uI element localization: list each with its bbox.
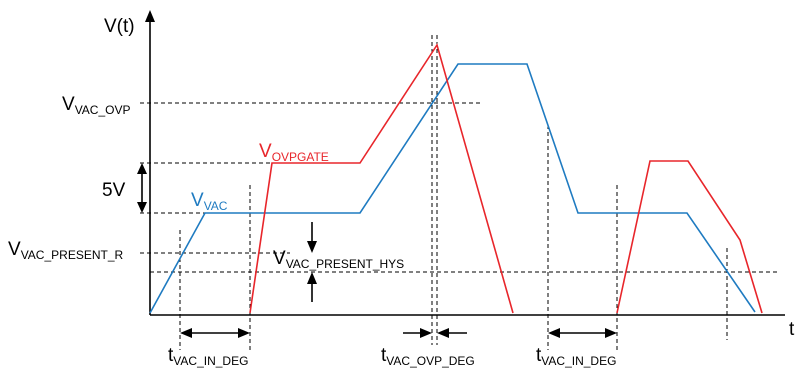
t-in-deg-1-label: tVAC_IN_DEG bbox=[168, 345, 248, 368]
t-in-deg-1-arrowhead-right bbox=[238, 328, 250, 338]
t-in-deg-2-label: tVAC_IN_DEG bbox=[536, 345, 616, 368]
t-in-deg-1-arrowhead-left bbox=[180, 328, 192, 338]
vac-ovp-label: VVAC_OVP bbox=[62, 94, 131, 117]
vac-present-hys-label: VVAC_PRESENT_HYS bbox=[273, 248, 404, 271]
five-v-arrowhead-down bbox=[137, 202, 147, 213]
vovpgate-label: VOVPGATE bbox=[259, 141, 329, 164]
ovpgate-waveform-second bbox=[616, 160, 763, 314]
y-axis-arrowhead bbox=[145, 10, 155, 22]
vac-present-r-label: VVAC_PRESENT_R bbox=[8, 239, 123, 262]
t-ovp-deg-arrowhead-right bbox=[437, 328, 449, 338]
t-ovp-deg-arrowhead-left bbox=[420, 328, 432, 338]
y-axis-label: V(t) bbox=[104, 16, 135, 37]
x-axis-label: t bbox=[789, 319, 795, 340]
hys-arrowhead-bottom bbox=[307, 272, 317, 284]
ovpgate-waveform-first bbox=[249, 43, 514, 314]
t-in-deg-2-arrowhead-left bbox=[548, 328, 560, 338]
five-v-label: 5V bbox=[102, 180, 126, 201]
t-ovp-deg-label: tVAC_OVP_DEG bbox=[381, 345, 475, 368]
five-v-arrowhead-up bbox=[137, 163, 147, 174]
vac-waveform bbox=[149, 63, 756, 314]
t-in-deg-2-arrowhead-right bbox=[605, 328, 617, 338]
hys-arrowhead-top bbox=[307, 241, 317, 253]
vvac-label: VVAC bbox=[191, 190, 228, 213]
